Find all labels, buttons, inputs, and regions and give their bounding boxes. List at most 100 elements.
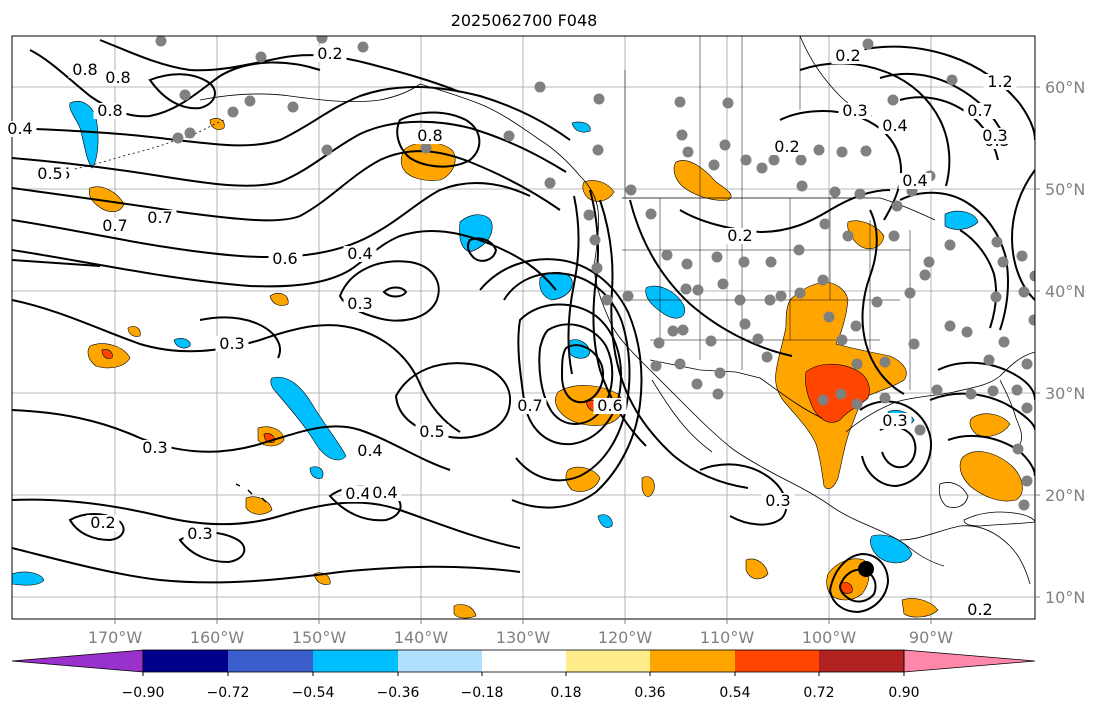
contour-label-background (313, 46, 347, 62)
station-dot (625, 184, 637, 196)
station-dot (987, 385, 999, 397)
coastlines-and-borders (69, 36, 1035, 585)
contour-label-background (415, 424, 449, 440)
positive-anomaly-patch (745, 558, 769, 580)
contour-line (12, 547, 521, 584)
contour-label-background (413, 128, 447, 144)
station-dot (739, 318, 751, 330)
station-dot (752, 333, 764, 345)
colorbar-upper-extension (903, 649, 1036, 673)
negative-anomaly-patch (69, 100, 99, 169)
contour-label-background (215, 336, 249, 352)
station-dot (719, 139, 731, 151)
station-dot (756, 162, 768, 174)
station-dot (1029, 270, 1035, 282)
contour-label-background (838, 103, 872, 119)
contour-label: 0.2 (317, 44, 342, 63)
contour-line (99, 39, 461, 93)
contour-line (68, 513, 125, 542)
colorbar-tick-label: 0.90 (888, 685, 919, 701)
station-dot (860, 145, 872, 157)
contour-label: 0.4 (902, 171, 927, 190)
contour-label: 0.3 (219, 334, 244, 353)
colorbar-tick-label: −0.18 (461, 685, 504, 701)
positive-anomaly-patch (88, 186, 125, 213)
station-dot (1016, 250, 1028, 262)
station-dot (712, 388, 724, 400)
station-dot (357, 41, 369, 53)
contour-line (859, 400, 932, 488)
colorbar-tick-label: −0.54 (292, 685, 335, 701)
contour-label: 0.4 (7, 119, 32, 138)
station-dot (677, 324, 689, 336)
station-dot (1021, 475, 1033, 487)
station-dot (676, 129, 688, 141)
contour-label-background (101, 70, 135, 86)
station-dot (592, 144, 604, 156)
contour-line (199, 316, 281, 359)
contour-line (599, 199, 749, 489)
station-dot (944, 239, 956, 251)
map-background (12, 36, 1035, 619)
colorbar-tick-label: 0.36 (634, 685, 665, 701)
station-dot (1021, 402, 1033, 414)
contour-label-background (831, 48, 865, 64)
contour-line (538, 323, 614, 425)
graticule (12, 36, 1035, 619)
station-dot (836, 334, 848, 346)
longitude-tick-label: 150°W (292, 628, 347, 647)
station-dot (888, 230, 900, 242)
colorbar-segment (313, 650, 398, 672)
alaska-coast (199, 83, 421, 103)
central-america (899, 525, 1031, 585)
station-dot (674, 358, 686, 370)
contour-label: 0.8 (72, 60, 97, 79)
station-dot (819, 218, 831, 230)
contour-label-background (86, 515, 120, 531)
contour-line (12, 409, 451, 471)
contour-line (929, 392, 1035, 431)
station-dot (680, 283, 692, 295)
station-dot (793, 244, 805, 256)
contour-label-background (983, 74, 1017, 90)
contour-line (12, 120, 567, 187)
contour-label-background (341, 486, 375, 502)
station-dot (583, 209, 595, 221)
station-dot (692, 284, 704, 296)
station-dot (862, 38, 874, 50)
colorbar-segment (228, 650, 313, 672)
strong-positive-anomaly-patch (101, 349, 113, 359)
station-dot (591, 262, 603, 274)
station-dot (990, 291, 1002, 303)
station-dot (829, 186, 841, 198)
station-dot (172, 132, 184, 144)
station-dot (931, 384, 943, 396)
latitude-tick-label: 50°N (1045, 180, 1085, 199)
contour-label: 0.3 (982, 126, 1007, 145)
contour-label-background (343, 296, 377, 312)
station-dot (923, 256, 935, 268)
yucatan (938, 482, 969, 508)
station-dot (817, 274, 829, 286)
station-dot (321, 144, 333, 156)
latitude-tick-label: 10°N (1045, 588, 1085, 607)
station-dot (813, 144, 825, 156)
station-dot (1011, 384, 1023, 396)
latitude-tick-labels: 60°N 50°N 40°N 30°N 20°N 10°N (1035, 78, 1085, 607)
contour-line (859, 45, 1035, 141)
colorbar-segment (482, 650, 566, 672)
canada-province-lines (624, 36, 801, 198)
longitude-tick-label: 110°W (700, 628, 755, 647)
station-dot (983, 354, 995, 366)
station-dot (794, 287, 806, 299)
contour-line (567, 195, 580, 375)
longitude-tick-label: 140°W (394, 628, 449, 647)
latitude-tick-label: 40°N (1045, 282, 1085, 301)
contour-line (560, 344, 604, 404)
contour-label-background (68, 62, 102, 78)
station-dot (714, 367, 726, 379)
station-dot (1018, 499, 1030, 511)
station-dot (946, 74, 958, 86)
station-dot (761, 351, 773, 363)
